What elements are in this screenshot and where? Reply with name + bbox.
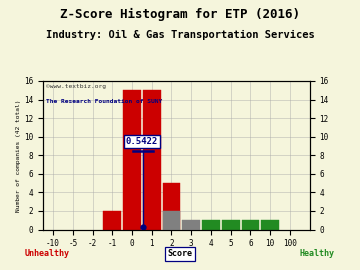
Text: ©www.textbiz.org: ©www.textbiz.org [46, 84, 106, 89]
Bar [143, 90, 161, 230]
Bar [202, 220, 220, 230]
Bar [261, 220, 279, 230]
Text: Healthy: Healthy [299, 249, 334, 258]
Text: Score: Score [167, 249, 193, 258]
Bar [123, 90, 141, 230]
Bar [103, 211, 121, 230]
Text: The Research Foundation of SUNY: The Research Foundation of SUNY [46, 99, 162, 104]
Text: Unhealthy: Unhealthy [24, 249, 69, 258]
Bar [222, 220, 239, 230]
Bar [163, 183, 180, 230]
Bar [242, 220, 259, 230]
Text: Industry: Oil & Gas Transportation Services: Industry: Oil & Gas Transportation Servi… [46, 30, 314, 40]
Text: 0.5422: 0.5422 [126, 137, 158, 146]
Text: Z-Score Histogram for ETP (2016): Z-Score Histogram for ETP (2016) [60, 8, 300, 21]
Bar [182, 220, 200, 230]
Y-axis label: Number of companies (42 total): Number of companies (42 total) [17, 99, 22, 211]
Bar [163, 211, 180, 230]
